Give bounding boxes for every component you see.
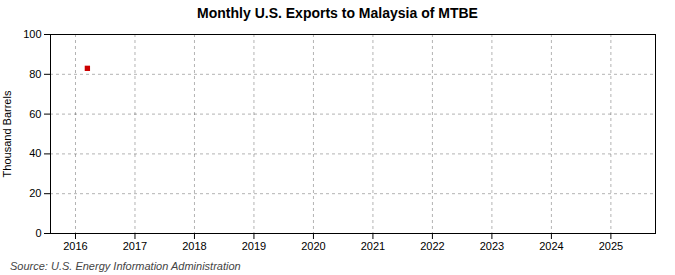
svg-text:40: 40 [29,147,41,159]
svg-text:2020: 2020 [301,240,325,252]
svg-text:2016: 2016 [63,240,87,252]
svg-text:2025: 2025 [599,240,623,252]
html-text:Monthly U.S. Exports to Malays: Monthly U.S. Exports to Malaysia of MTBE [197,5,478,21]
svg-text:2017: 2017 [123,240,147,252]
svg-text:60: 60 [29,108,41,120]
svg-text:2024: 2024 [539,240,563,252]
html-text:Source: U.S. Energy Informatio: Source: U.S. Energy Information Administ… [10,260,241,272]
svg-text:0: 0 [35,227,41,239]
svg-text:2023: 2023 [480,240,504,252]
svg-text:2019: 2019 [242,240,266,252]
svg-text:20: 20 [29,187,41,199]
svg-text:100: 100 [23,28,41,40]
svg-text:80: 80 [29,68,41,80]
svg-text:2018: 2018 [182,240,206,252]
svg-text:2022: 2022 [420,240,444,252]
svg-text:Thousand Barrels: Thousand Barrels [1,90,13,177]
svg-text:2021: 2021 [361,240,385,252]
